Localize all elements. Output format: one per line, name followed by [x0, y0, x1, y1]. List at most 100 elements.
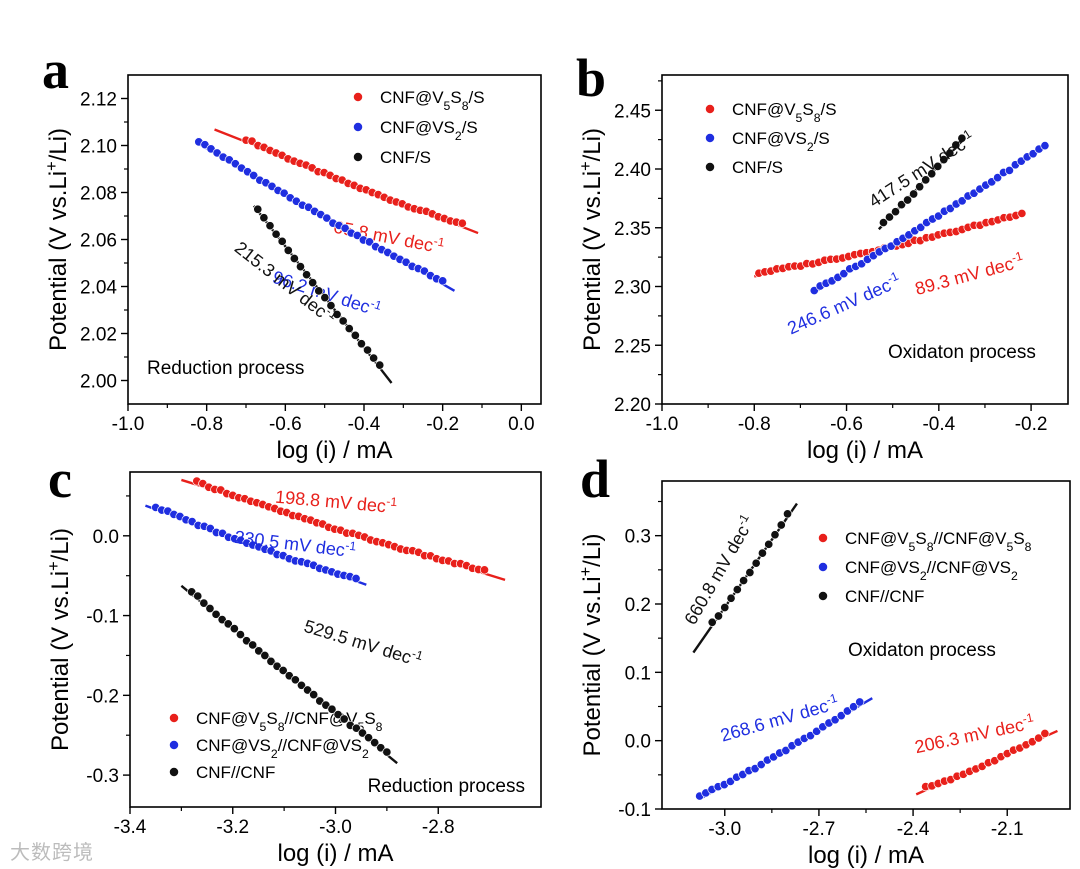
data-point	[812, 726, 822, 736]
x-tick-label: -2.7	[803, 819, 836, 840]
legend-label: CNF@V5S8//CNF@V5S8	[845, 529, 1032, 554]
y-tick-label: 0.2	[625, 595, 651, 616]
panel-letter: c	[48, 449, 72, 509]
data-point	[933, 161, 943, 171]
data-point	[309, 690, 319, 700]
data-point	[352, 230, 362, 240]
data-point	[364, 733, 374, 743]
data-point	[916, 222, 926, 232]
data-point	[764, 539, 774, 549]
data-point	[839, 269, 849, 279]
data-point	[438, 276, 448, 286]
data-point	[745, 567, 755, 578]
x-tick-label: -0.8	[190, 414, 223, 435]
data-point	[751, 558, 761, 568]
x-tick-label: -2.8	[422, 817, 455, 838]
data-point	[332, 309, 342, 319]
y-tick-label: 2.40	[614, 160, 651, 181]
legend-marker	[169, 740, 179, 750]
x-tick-label: -3.0	[708, 819, 741, 840]
x-axis-label: log (i) / mA	[807, 437, 923, 464]
process-label: Oxidaton process	[848, 640, 996, 661]
data-point	[781, 745, 791, 756]
data-point	[223, 619, 233, 629]
legend-marker	[353, 152, 363, 162]
y-tick-label: 2.30	[614, 278, 651, 299]
data-point	[344, 324, 354, 334]
data-point	[193, 591, 203, 601]
data-point	[364, 237, 375, 247]
data-point	[235, 630, 246, 640]
slope-annotation: 268.6 mV dec-1	[718, 691, 841, 746]
data-point	[303, 685, 313, 695]
legend-label: CNF@V5S8/S	[380, 88, 485, 113]
data-point	[739, 576, 749, 586]
legend-marker	[169, 767, 179, 777]
data-point	[1004, 165, 1014, 175]
y-tick-label: 2.10	[80, 137, 117, 158]
data-point	[1028, 149, 1038, 159]
data-point	[927, 169, 937, 179]
x-axis-label: log (i) / mA	[276, 437, 392, 464]
x-tick-label: -0.2	[1015, 414, 1048, 435]
x-tick-label: -3.0	[319, 817, 352, 838]
y-tick-label: -0.3	[86, 766, 119, 787]
data-point	[836, 711, 846, 721]
data-point	[726, 593, 736, 603]
data-point	[939, 155, 949, 165]
panel-letter: d	[580, 449, 610, 509]
x-tick-label: -2.1	[991, 819, 1024, 840]
data-point	[419, 266, 429, 276]
data-point	[1017, 208, 1027, 219]
data-point	[897, 200, 907, 210]
data-point	[357, 728, 368, 738]
plot-frame	[127, 74, 542, 405]
legend-label: CNF@VS2//CNF@VS2	[845, 558, 1018, 583]
data-point	[382, 747, 392, 757]
y-tick-label: 2.35	[614, 219, 651, 240]
x-tick-label: -0.8	[738, 414, 771, 435]
data-point	[278, 665, 288, 676]
slope-annotation: 89.3 mV dec-1	[912, 249, 1026, 299]
y-tick-label: 0.0	[625, 732, 651, 753]
data-point	[782, 509, 793, 519]
legend-marker	[818, 591, 828, 601]
data-point	[951, 140, 961, 150]
x-tick-label: -1.0	[646, 414, 679, 435]
data-point	[957, 133, 967, 143]
data-point	[915, 182, 925, 192]
series-black: 417.5 mV dec-1	[865, 126, 974, 231]
y-tick-label: 2.00	[80, 372, 117, 393]
process-label: Oxidaton process	[888, 342, 1036, 363]
x-tick-label: -0.6	[269, 414, 302, 435]
data-point	[296, 680, 307, 690]
data-point	[1040, 728, 1050, 738]
series-red: 65.8 mV dec-1	[214, 128, 479, 256]
data-point	[362, 345, 373, 355]
data-point	[265, 221, 275, 231]
data-point	[320, 293, 330, 303]
data-point	[776, 520, 786, 530]
data-point	[757, 548, 767, 558]
series-blue: 268.6 mV dec-1	[695, 691, 873, 801]
panel-c: c -3.4 -3.2 -3.0 -2.8 0.0 -0.1 -0.2 -0.3 log (i) …	[45, 449, 542, 867]
data-point	[770, 530, 780, 540]
legend-label: CNF//CNF	[196, 763, 275, 782]
data-point	[945, 148, 955, 158]
data-point	[375, 360, 385, 370]
data-point	[302, 270, 312, 280]
series-blue: 230.5 mV dec-1	[145, 502, 367, 586]
process-label: Reduction process	[368, 776, 525, 797]
legend-label: CNF@VS2//CNF@VS2	[196, 736, 369, 761]
data-point	[1040, 141, 1050, 151]
legend-label: CNF@V5S8//CNF@V5S8	[196, 709, 383, 734]
data-point	[322, 213, 332, 223]
data-point	[339, 714, 349, 724]
x-tick-label: -0.4	[348, 414, 381, 435]
panel-d: d -3.0 -2.7 -2.4 -2.1 -0.1 0.0 0.1 0.2 0.3 log (i)…	[577, 449, 1071, 869]
y-tick-label: 2.12	[80, 90, 117, 111]
data-point	[249, 170, 259, 181]
y-tick-label: 2.45	[614, 101, 651, 122]
legend-marker	[705, 104, 715, 114]
